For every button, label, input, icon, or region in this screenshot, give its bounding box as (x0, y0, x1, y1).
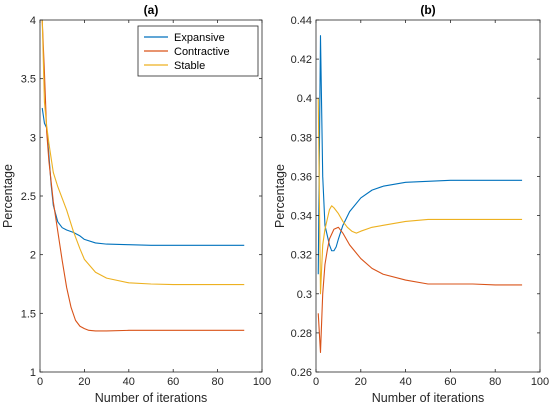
y-axis-title: Percentage (273, 164, 287, 228)
x-tick-label: 20 (78, 376, 90, 388)
y-tick-label: 0.28 (291, 328, 312, 340)
x-tick-label: 100 (253, 376, 271, 388)
y-tick-label: 3.5 (21, 74, 36, 86)
legend-label-expansive: Expansive (174, 32, 225, 44)
panel-title: (a) (144, 3, 159, 17)
series-line-expansive (317, 35, 523, 275)
series-line-expansive (41, 107, 245, 246)
y-tick-label: 3 (30, 132, 36, 144)
axes-box (315, 19, 541, 373)
x-axis-title: Number of iterations (372, 391, 485, 405)
y-tick-label: 1.5 (21, 308, 36, 320)
legend-label-contractive: Contractive (174, 46, 230, 58)
y-tick-label: 1 (30, 367, 36, 379)
y-axis-title: Percentage (1, 164, 15, 228)
panel-title: (b) (420, 3, 435, 17)
series-line-contractive (41, 19, 245, 332)
y-tick-label: 0.34 (291, 211, 312, 223)
y-tick-label: 0.26 (291, 367, 312, 379)
series-line-stable (41, 19, 245, 286)
y-tick-label: 0.38 (291, 132, 312, 144)
legend-label-stable: Stable (174, 60, 205, 72)
y-tick-label: 0.44 (291, 15, 312, 27)
x-tick-label: 80 (211, 376, 223, 388)
legend: Expansive Contractive Stable (137, 25, 259, 77)
y-tick-label: 2.5 (21, 191, 36, 203)
y-tick-label: 2 (30, 250, 36, 262)
x-tick-label: 0 (37, 376, 43, 388)
x-tick-label: 60 (167, 376, 179, 388)
series-line-contractive (317, 226, 523, 353)
x-tick-label: 100 (531, 376, 549, 388)
x-tick-label: 40 (123, 376, 135, 388)
y-tick-label: 0.42 (291, 54, 312, 66)
y-tick-label: 0.3 (297, 289, 312, 301)
y-tick-label: 0.32 (291, 250, 312, 262)
x-tick-label: 0 (313, 376, 319, 388)
y-tick-label: 0.36 (291, 171, 312, 183)
x-axis-title: Number of iterations (95, 391, 208, 405)
x-tick-label: 80 (489, 376, 501, 388)
y-tick-label: 4 (30, 15, 36, 27)
x-tick-label: 20 (355, 376, 367, 388)
y-tick-label: 0.4 (297, 93, 312, 105)
x-tick-label: 60 (444, 376, 456, 388)
chart-panel-2: 0 20 40 60 80 100 0.26 0.28 0.3 0.32 0.34 0.36 0.38 0… (273, 3, 549, 405)
chart-panel-1: 0 20 40 60 80 100 1 1.5 2 2.5 3 3.5 4 (a) Number of it… (1, 3, 271, 405)
x-tick-label: 40 (399, 376, 411, 388)
series-line-stable (317, 98, 523, 295)
